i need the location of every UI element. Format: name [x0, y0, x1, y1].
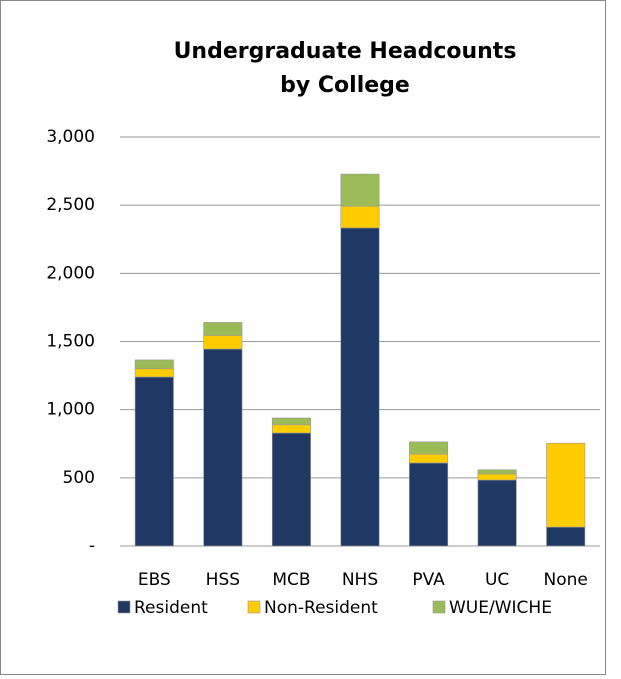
bar-segment — [134, 368, 174, 378]
x-tick-label: NHS — [342, 570, 378, 590]
y-tick-label: 2,000 — [46, 263, 95, 283]
chart-frame — [0, 0, 606, 675]
bar-segment — [409, 462, 449, 547]
legend-swatch — [432, 600, 446, 614]
bar-segment — [271, 424, 311, 434]
x-tick-label: EBS — [138, 570, 171, 590]
bar-segment — [203, 335, 243, 350]
bar-segment — [409, 453, 449, 464]
bar-segment — [203, 322, 243, 336]
chart-title: Undergraduate Headcounts — [174, 39, 517, 64]
bar-segment — [477, 473, 517, 481]
bar-segment — [134, 376, 174, 547]
x-tick-label: None — [544, 570, 588, 590]
x-tick-label: PVA — [412, 570, 445, 590]
bar-segment — [477, 479, 517, 547]
bar-segment — [409, 441, 449, 455]
legend-swatch — [247, 600, 261, 614]
x-tick-label: HSS — [206, 570, 240, 590]
y-tick-label: 3,000 — [46, 127, 95, 147]
bar-segment — [477, 469, 517, 475]
bar-segment — [340, 173, 380, 207]
legend-label: Non-Resident — [264, 598, 378, 618]
y-tick-label: 1,000 — [46, 400, 95, 420]
y-tick-label: - — [89, 536, 95, 556]
bar-segment — [340, 205, 380, 229]
legend-label: Resident — [134, 598, 208, 618]
y-tick-label: 500 — [63, 468, 95, 488]
bar-segment — [203, 348, 243, 547]
bar-segment — [271, 432, 311, 547]
bar-segment — [340, 227, 380, 547]
legend-swatch — [117, 600, 131, 614]
bar-segment — [271, 417, 311, 426]
bar-segment — [546, 442, 586, 528]
bar-segment — [546, 526, 586, 547]
x-tick-label: UC — [485, 570, 509, 590]
bar-segment — [134, 359, 174, 370]
y-tick-label: 2,500 — [46, 195, 95, 215]
chart-title: by College — [280, 73, 410, 98]
y-tick-label: 1,500 — [46, 332, 95, 352]
legend-label: WUE/WICHE — [449, 598, 552, 618]
x-tick-label: MCB — [272, 570, 310, 590]
